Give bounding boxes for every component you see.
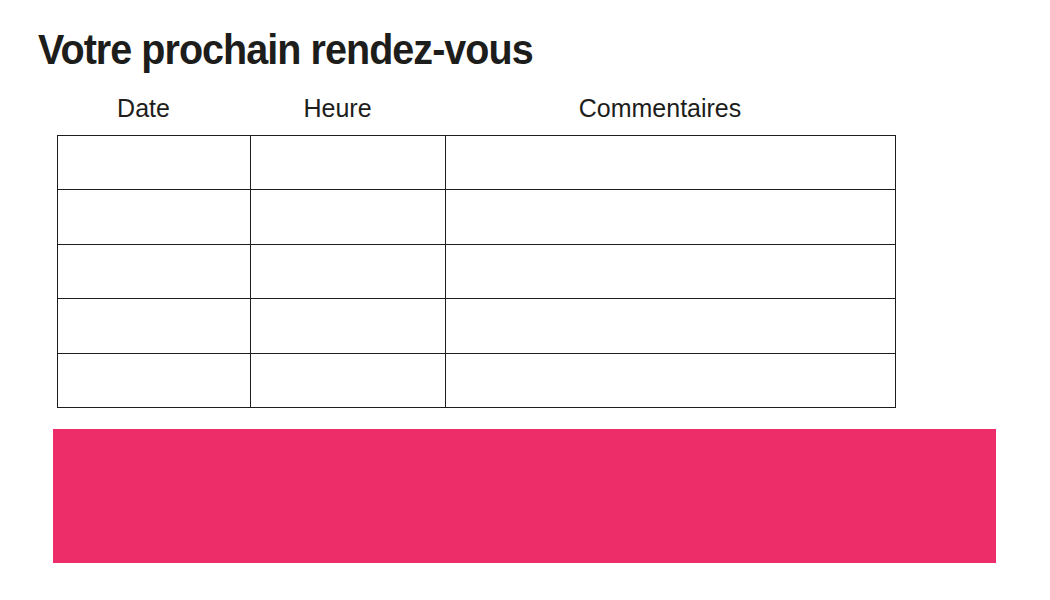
table-row [58,353,896,407]
table-cell [58,244,251,298]
table-cell [446,353,896,407]
table-cell [58,353,251,407]
table-row [58,244,896,298]
column-header-date: Date [47,94,240,123]
table-cell [58,136,251,190]
table-cell [251,244,446,298]
table-cell [251,136,446,190]
page: Votre prochain rendez-vous Date Heure Co… [0,0,1050,600]
table-cell [251,190,446,244]
table-cell [446,190,896,244]
appointments-table [57,135,896,408]
table-cell [251,353,446,407]
table-cell [446,244,896,298]
table-row [58,190,896,244]
page-title: Votre prochain rendez-vous [38,26,533,74]
column-header-commentaires: Commentaires [435,94,885,123]
table-cell [251,299,446,353]
table-cell [446,136,896,190]
table-row [58,299,896,353]
table-header-row: Date Heure Commentaires [57,94,895,123]
column-header-heure: Heure [240,94,435,123]
table-cell [58,190,251,244]
pink-banner [53,429,996,563]
table-cell [446,299,896,353]
table-cell [58,299,251,353]
table-row [58,136,896,190]
